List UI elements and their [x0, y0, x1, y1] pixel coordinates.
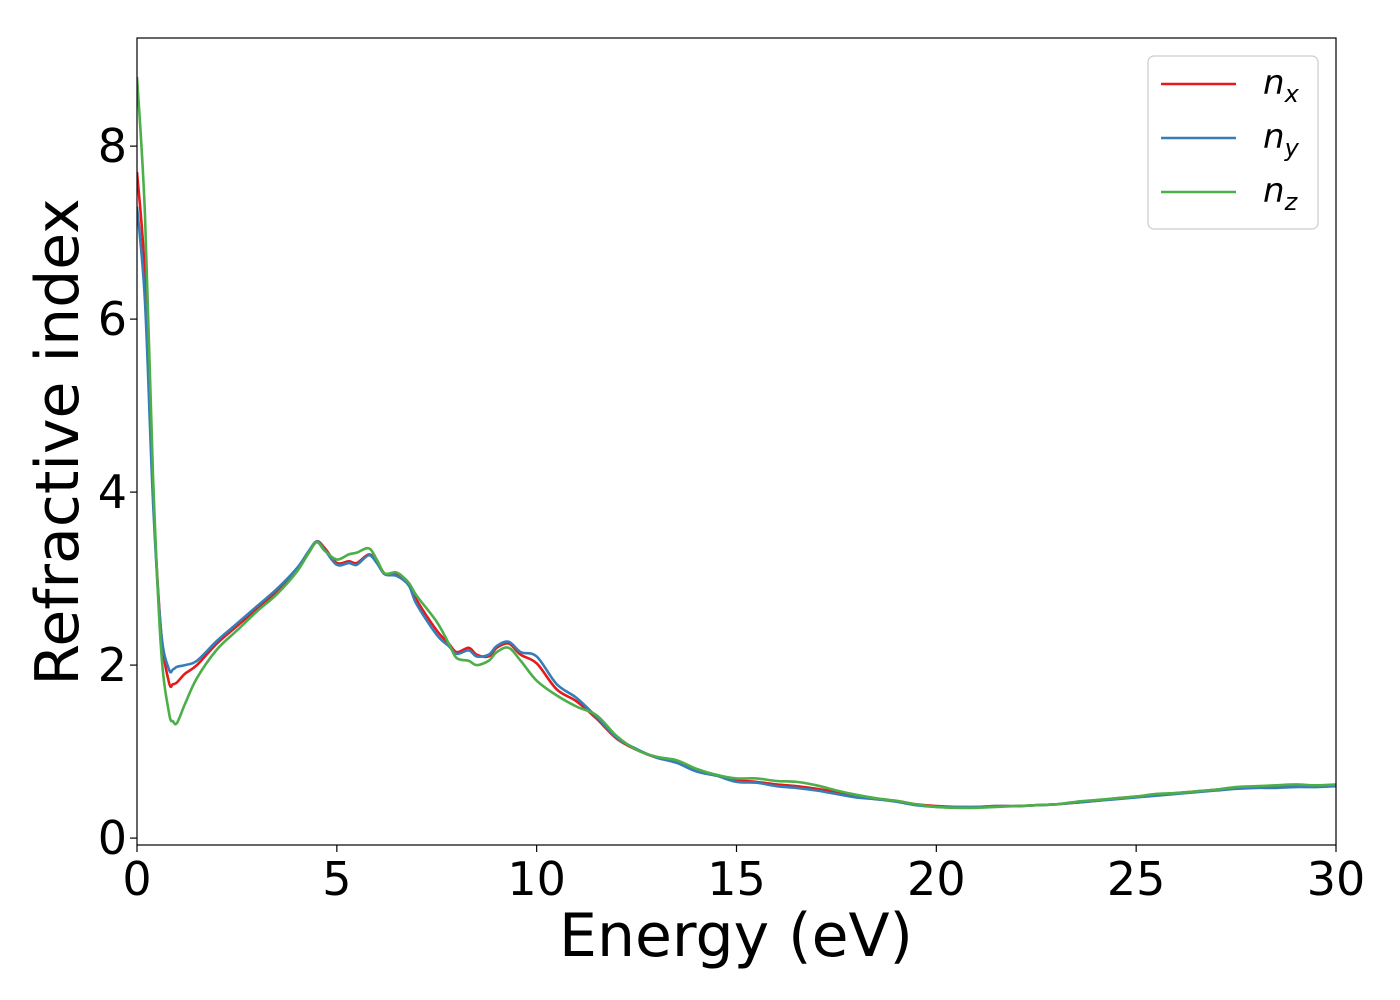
legend-label-subscript: y: [1284, 134, 1300, 162]
y-tick-label: 8: [98, 119, 127, 173]
legend-label-subscript: x: [1284, 80, 1300, 108]
x-tick-label: 30: [1307, 852, 1366, 906]
x-tick-label: 0: [122, 852, 151, 906]
x-tick-label: 15: [707, 852, 766, 906]
legend-label-base: n: [1263, 63, 1285, 103]
y-tick-label: 0: [98, 811, 127, 865]
series-line-z: [137, 76, 1336, 810]
y-axis-title: Refractive index: [23, 198, 93, 685]
legend-label-y: ny: [1263, 117, 1300, 162]
legend-label-x: nx: [1263, 63, 1300, 108]
legend-label-subscript: z: [1284, 188, 1299, 216]
x-axis-title: Energy (eV): [559, 901, 913, 971]
x-tick-label: 10: [507, 852, 566, 906]
y-tick-label: 4: [98, 465, 127, 519]
legend-label-z: nz: [1263, 171, 1299, 216]
x-tick-label: 20: [907, 852, 966, 906]
legend-label-base: n: [1263, 117, 1285, 157]
y-tick-label: 6: [98, 292, 127, 346]
series-lines: [137, 76, 1336, 810]
axis-ticks: 0 5 10 15 20 25 30 0 2 4 6 8: [98, 119, 1366, 906]
y-tick-label: 2: [98, 638, 127, 692]
legend-box: [1147, 55, 1319, 230]
x-tick-label: 25: [1107, 852, 1166, 906]
x-tick-label: 5: [322, 852, 351, 906]
legend-label-base: n: [1263, 171, 1285, 211]
